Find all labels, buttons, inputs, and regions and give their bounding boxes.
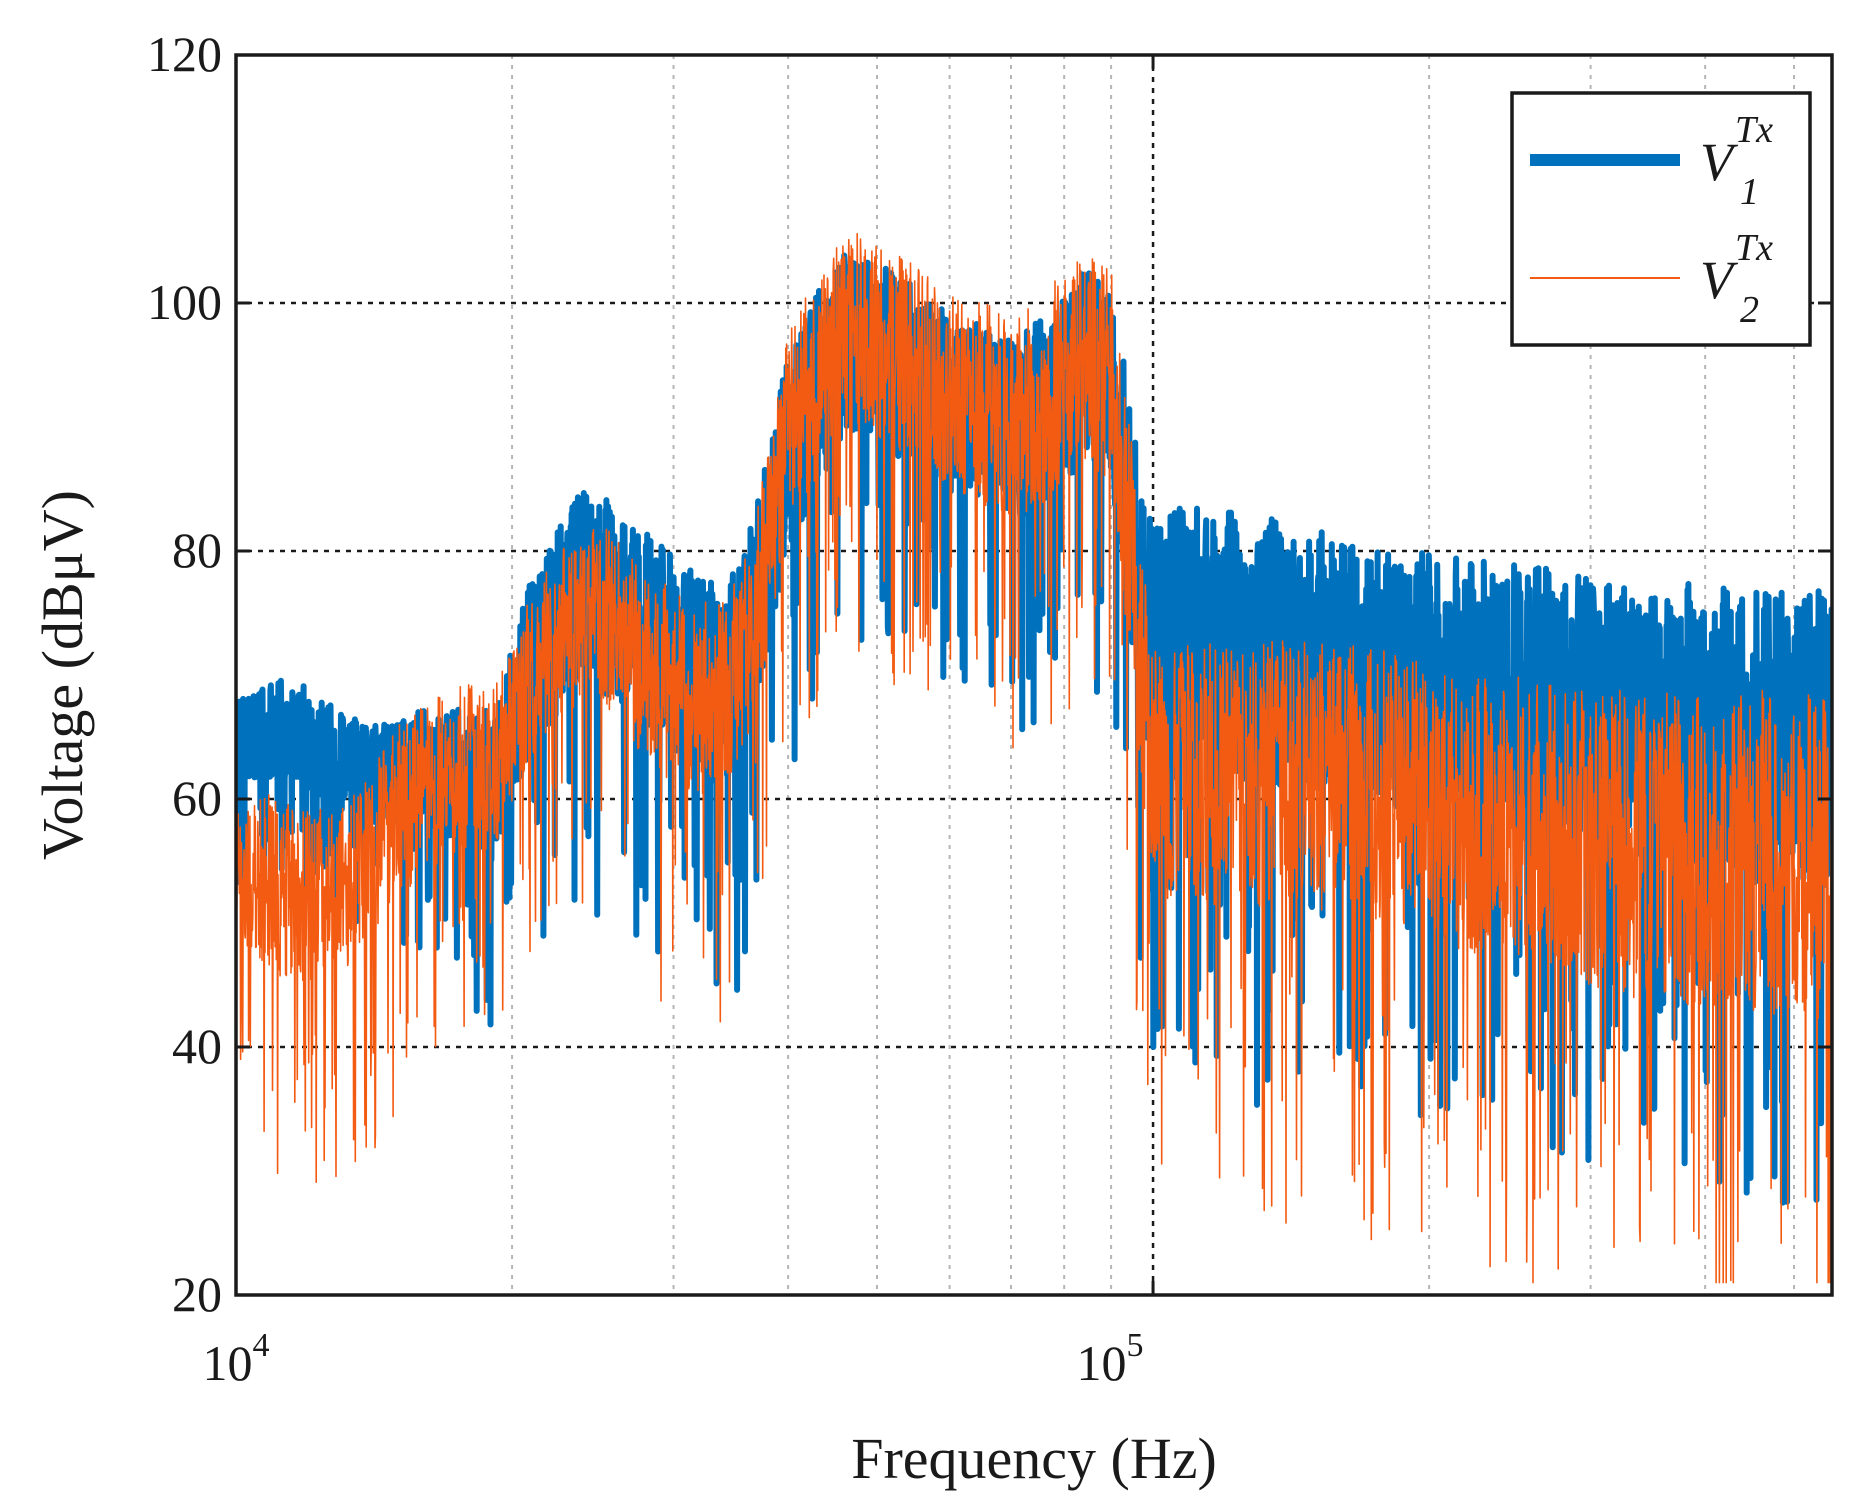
y-tick-label: 60 xyxy=(172,770,222,826)
legend: VTx 1 VTx 2 xyxy=(1510,91,1812,347)
y-axis-label: Voltage (dBμV) xyxy=(30,490,95,860)
y-tick-label: 120 xyxy=(147,26,222,82)
x-tick-label-1e5: 105 xyxy=(1077,1327,1144,1391)
x-tick-label-1e5-exp: 5 xyxy=(1127,1327,1144,1364)
x-tick-label-1e4-base: 10 xyxy=(203,1335,253,1391)
y-tick-label: 20 xyxy=(172,1266,222,1322)
y-tick-labels: 20 40 60 80 100 120 xyxy=(147,26,222,1322)
series-v2tx-line xyxy=(236,232,1832,1284)
x-tick-label-1e4: 104 xyxy=(203,1327,270,1391)
legend-label-v2tx: VTx 2 xyxy=(1700,227,1773,331)
legend-label-v2tx-base: V xyxy=(1700,250,1739,310)
x-tick-label-1e5-base: 10 xyxy=(1077,1335,1127,1391)
legend-label-v1tx-sup: Tx xyxy=(1735,109,1773,151)
legend-label-v2tx-sup: Tx xyxy=(1735,227,1773,269)
axis-ticks xyxy=(234,53,1832,1297)
x-tick-labels: 104 105 xyxy=(203,1327,1144,1391)
legend-box xyxy=(1510,91,1812,347)
legend-label-v1tx-base: V xyxy=(1700,132,1739,192)
legend-label-v1tx: VTx 1 xyxy=(1700,109,1773,213)
legend-label-v1tx-sub: 1 xyxy=(1740,171,1759,213)
y-tick-label: 40 xyxy=(172,1018,222,1074)
plot-frame xyxy=(234,53,1834,1297)
y-tick-label: 100 xyxy=(147,274,222,330)
x-axis-label: Frequency (Hz) xyxy=(851,1426,1217,1491)
plot-area xyxy=(236,232,1832,1284)
legend-label-v2tx-sub: 2 xyxy=(1740,289,1759,331)
y-tick-label: 80 xyxy=(172,522,222,578)
x-tick-label-1e4-exp: 4 xyxy=(253,1327,270,1364)
